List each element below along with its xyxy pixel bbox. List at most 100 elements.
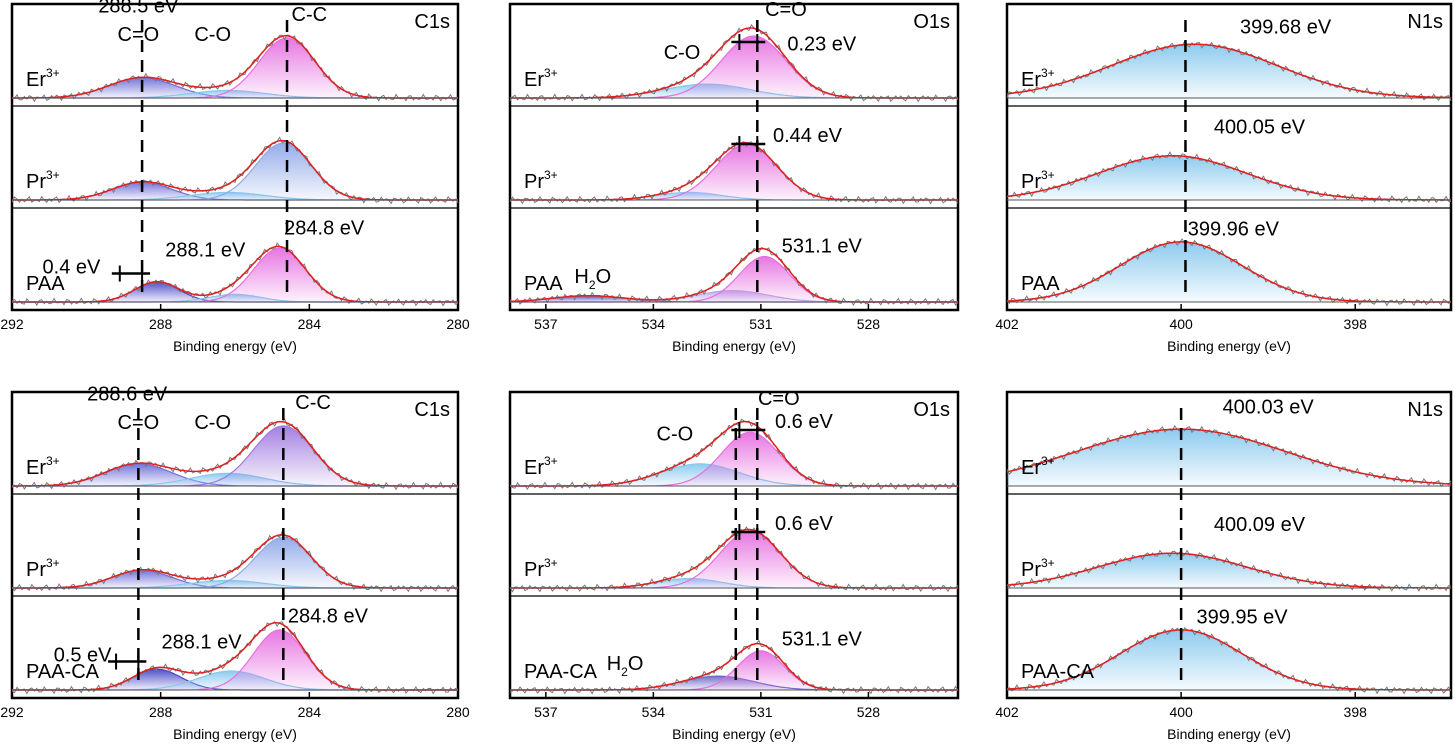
spectrum-paa: PAA bbox=[509, 246, 959, 306]
core-level-label: C1s bbox=[414, 399, 450, 421]
x-tick-label: 528 bbox=[857, 704, 881, 720]
svg-text:531.1 eV: 531.1 eV bbox=[782, 236, 863, 258]
fit-component bbox=[1007, 629, 1451, 690]
svg-text:C=O: C=O bbox=[765, 0, 807, 21]
x-axis-label: Binding energy (eV) bbox=[672, 338, 796, 354]
fit-component bbox=[510, 432, 958, 486]
spectrum-paa-ca: PAA-CA bbox=[509, 639, 959, 695]
svg-text:400.03 eV: 400.03 eV bbox=[1223, 396, 1315, 418]
peak-annotation: 400.03 eV bbox=[1223, 396, 1315, 418]
shift-marker bbox=[108, 653, 147, 670]
plot-frame bbox=[10, 2, 460, 312]
peak-annotation: 0.44 eV bbox=[773, 125, 843, 147]
x-tick-label: 398 bbox=[1344, 316, 1368, 332]
fit-envelope bbox=[1006, 43, 1452, 99]
peak-annotation: 0.23 eV bbox=[787, 34, 857, 56]
core-level-label: N1s bbox=[1407, 399, 1443, 421]
fit-component bbox=[1007, 553, 1451, 588]
peak-annotation: 0.5 eV bbox=[54, 645, 112, 667]
fit-component bbox=[12, 629, 458, 690]
chart-c1s-bottom: Er3+ Pr3+ PAA-CA C1s 288.6 eV C=O C-O C-C 0.5 eV… bbox=[0, 384, 470, 742]
peak-annotation: H2O bbox=[574, 266, 611, 292]
fit-component bbox=[510, 144, 958, 200]
raw-spectrum bbox=[1006, 627, 1452, 695]
svg-text:400.09 eV: 400.09 eV bbox=[1214, 514, 1306, 536]
sample-label: Er3+ bbox=[26, 66, 60, 91]
peak-annotation: H2O bbox=[574, 266, 611, 292]
core-level-label: C1s bbox=[414, 11, 450, 33]
x-axis-label: Binding energy (eV) bbox=[672, 726, 796, 742]
sample-label: Pr3+ bbox=[26, 556, 60, 581]
sample-label: Pr3+ bbox=[1021, 168, 1055, 193]
svg-text:288.5 eV: 288.5 eV bbox=[98, 0, 179, 18]
peak-annotation: 400.05 eV bbox=[1214, 117, 1306, 139]
chart-n1s-top: Er3+ Pr3+ PAA N1s 399.68 eV 400.05 eV 399.96 e… bbox=[995, 2, 1453, 354]
sample-label: Pr3+ bbox=[1021, 556, 1055, 581]
spectrum-pr3-: Pr3+ bbox=[11, 136, 459, 205]
spectrum-er3-: Er3+ bbox=[509, 418, 959, 491]
fit-component bbox=[510, 295, 958, 302]
peak-annotation: 0.6 eV bbox=[775, 411, 833, 433]
svg-text:288.1 eV: 288.1 eV bbox=[165, 239, 246, 261]
peak-annotation: 288.1 eV bbox=[165, 239, 246, 261]
svg-text:0.44 eV: 0.44 eV bbox=[773, 125, 843, 147]
fit-component bbox=[12, 77, 458, 98]
plot-frame bbox=[1005, 390, 1453, 700]
spectrum-paa-ca: PAA-CA bbox=[1006, 627, 1452, 695]
plot-frame bbox=[508, 390, 960, 700]
x-tick-label: 534 bbox=[642, 704, 666, 720]
x-tick-label: 284 bbox=[298, 704, 322, 720]
peak-annotation: 288.5 eV bbox=[98, 0, 179, 18]
x-axis-label: Binding energy (eV) bbox=[173, 726, 297, 742]
plot-frame bbox=[10, 390, 460, 700]
svg-text:C-C: C-C bbox=[292, 4, 328, 26]
spectrum-paa: PAA bbox=[1006, 238, 1452, 307]
svg-text:0.6 eV: 0.6 eV bbox=[775, 513, 833, 535]
x-axis-label: Binding energy (eV) bbox=[1167, 726, 1291, 742]
sample-label: Pr3+ bbox=[26, 168, 60, 193]
spectrum-pr3-: Pr3+ bbox=[509, 140, 959, 205]
chart-c1s-top: Er3+ Pr3+ PAA C1s 288.5 eV C=O C-O C-C 0.4 eV 288… bbox=[0, 0, 470, 354]
svg-text:0.23 eV: 0.23 eV bbox=[787, 34, 857, 56]
peak-annotation: 399.96 eV bbox=[1188, 219, 1280, 241]
shift-marker bbox=[731, 524, 766, 541]
shift-marker bbox=[731, 422, 766, 439]
sample-label: PAA-CA bbox=[26, 661, 100, 683]
sample-label: PAA bbox=[524, 273, 563, 295]
raw-spectrum bbox=[509, 140, 959, 205]
peak-annotation: 399.95 eV bbox=[1196, 607, 1288, 629]
x-tick-label: 531 bbox=[749, 316, 773, 332]
raw-spectrum bbox=[11, 530, 459, 593]
spectrum-paa-ca: PAA-CA bbox=[11, 621, 459, 695]
sample-label: Pr3+ bbox=[524, 556, 558, 581]
spectrum-er3-: Er3+ bbox=[1006, 424, 1452, 488]
peak-annotation: C=O bbox=[758, 388, 800, 410]
fit-component bbox=[1007, 44, 1451, 98]
peak-annotation: 284.8 eV bbox=[288, 605, 369, 627]
x-tick-label: 400 bbox=[1169, 704, 1193, 720]
peak-annotation: 288.6 eV bbox=[87, 384, 168, 406]
spectrum-pr3-: Pr3+ bbox=[509, 526, 959, 593]
x-tick-label: 402 bbox=[995, 316, 1019, 332]
x-tick-label: 398 bbox=[1344, 704, 1368, 720]
fit-component bbox=[12, 143, 458, 200]
svg-text:C-O: C-O bbox=[194, 412, 231, 434]
fit-component bbox=[12, 281, 458, 302]
peak-annotation: C-O bbox=[657, 423, 694, 445]
peak-annotation: 284.8 eV bbox=[284, 217, 365, 239]
fit-component bbox=[510, 36, 958, 98]
svg-text:284.8 eV: 284.8 eV bbox=[288, 605, 369, 627]
fit-envelope bbox=[1006, 552, 1451, 589]
sample-label: PAA bbox=[26, 273, 65, 295]
svg-text:531.1 eV: 531.1 eV bbox=[782, 629, 863, 651]
fit-envelope bbox=[1006, 428, 1452, 485]
sample-label: Er3+ bbox=[524, 454, 558, 479]
x-tick-label: 528 bbox=[857, 316, 881, 332]
core-level-label: O1s bbox=[913, 399, 950, 421]
x-tick-label: 292 bbox=[0, 316, 24, 332]
shift-marker bbox=[731, 34, 766, 51]
fit-component bbox=[12, 248, 458, 302]
spectrum-er3-: Er3+ bbox=[11, 34, 459, 103]
svg-text:C-O: C-O bbox=[664, 42, 701, 64]
